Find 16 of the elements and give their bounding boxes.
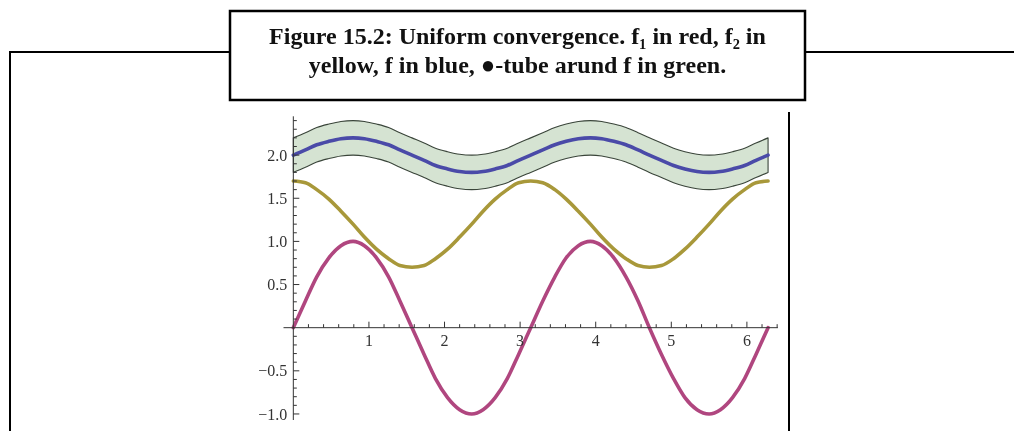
line-series: [291, 136, 770, 175]
x-tick-label: 6: [742, 331, 751, 349]
x-tick-label: 3: [516, 331, 525, 349]
x-tick-label: 5: [667, 331, 676, 349]
y-tick-label: 1.5: [267, 189, 288, 207]
x-tick-label: 2: [440, 331, 449, 349]
x-tick-label: 1: [364, 331, 373, 349]
line-series: [291, 179, 770, 270]
line-series: [291, 239, 770, 416]
chart-title: Figure 15.2: Uniform convergence. f₁ in red, f₂ in yellow, f in blue, ●-tube arund f in green.: [269, 23, 766, 78]
y-tick-label: −0.5: [258, 362, 288, 380]
y-tick-label: 2.0: [267, 146, 288, 164]
y-tick-label: 0.5: [267, 276, 288, 294]
y-tick-label: 1.0: [267, 233, 288, 250]
y-tick-label: −1.0: [258, 405, 288, 423]
x-tick-label: 4: [591, 331, 600, 349]
